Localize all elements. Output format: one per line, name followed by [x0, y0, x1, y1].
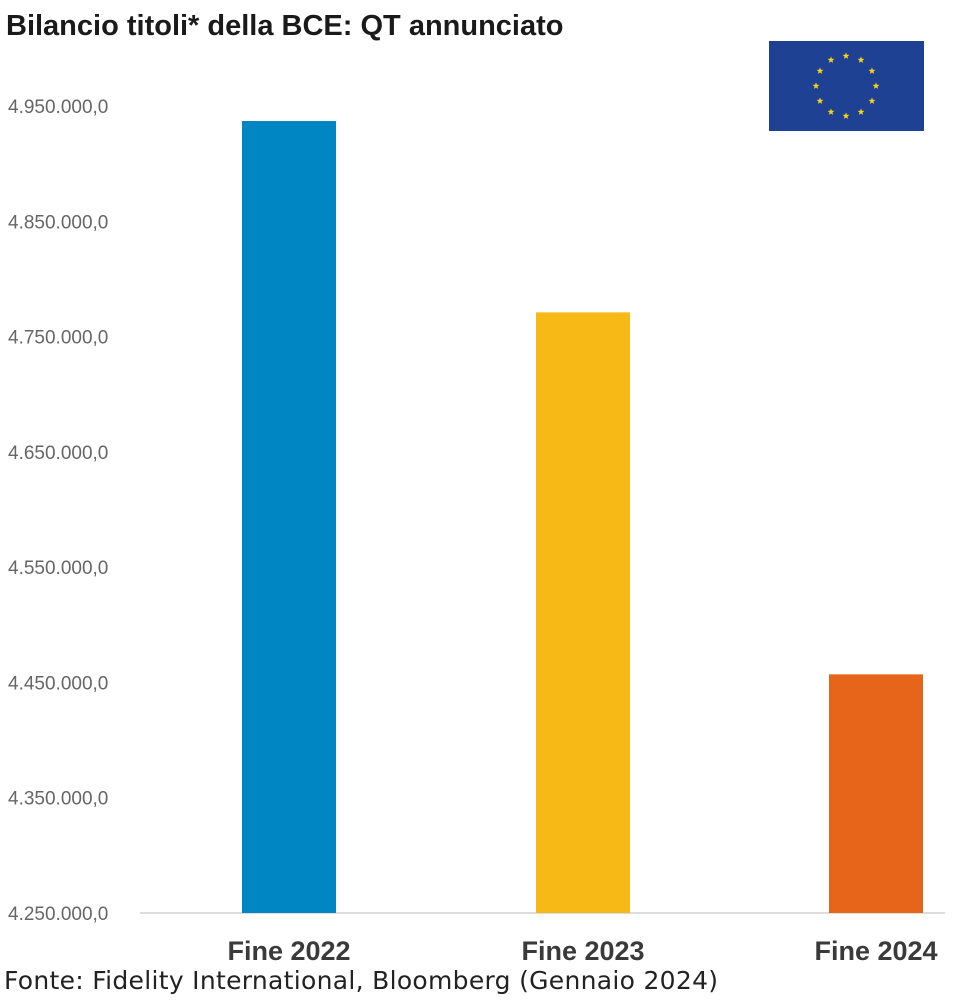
flag-star — [827, 56, 835, 63]
flag-star — [857, 56, 865, 63]
y-tick-label: 4.850.000,0 — [8, 212, 108, 233]
y-tick-label: 4.650.000,0 — [8, 443, 108, 464]
flag-star — [827, 108, 835, 115]
eu-flag-icon — [769, 41, 924, 131]
x-tick-label: Fine 2022 — [227, 936, 350, 966]
y-tick-label: 4.750.000,0 — [8, 328, 108, 349]
flag-star — [868, 67, 876, 74]
x-tick-label: Fine 2023 — [521, 936, 644, 966]
y-tick-label: 4.250.000,0 — [8, 904, 108, 925]
flag-star — [868, 97, 876, 104]
y-tick-label: 4.950.000,0 — [8, 97, 108, 118]
flag-star — [842, 52, 850, 59]
flag-star — [857, 108, 865, 115]
flag-star — [812, 82, 820, 89]
x-tick-label: Fine 2024 — [814, 936, 937, 966]
bar-fine-2024 — [829, 674, 923, 913]
flag-star — [816, 97, 824, 104]
bar-fine-2023 — [536, 312, 630, 913]
chart-title: Bilancio titoli* della BCE: QT annunciat… — [6, 10, 564, 42]
flag-star — [842, 112, 850, 119]
bar-fine-2022 — [242, 120, 336, 914]
y-tick-label: 4.550.000,0 — [8, 558, 108, 579]
flag-star — [872, 82, 880, 89]
source-note: Fonte: Fidelity International, Bloomberg… — [4, 966, 719, 995]
y-tick-label: 4.450.000,0 — [8, 673, 108, 694]
flag-star — [816, 67, 824, 74]
y-tick-label: 4.350.000,0 — [8, 789, 108, 810]
